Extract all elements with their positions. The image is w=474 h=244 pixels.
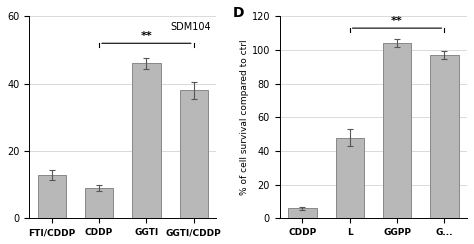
Bar: [430, 55, 458, 218]
Bar: [132, 63, 161, 218]
Text: **: **: [391, 16, 403, 26]
Y-axis label: % of cell survival compared to ctrl: % of cell survival compared to ctrl: [240, 40, 249, 195]
Bar: [383, 43, 411, 218]
Bar: [37, 174, 66, 218]
Bar: [288, 208, 317, 218]
Bar: [336, 138, 364, 218]
Text: SDM104: SDM104: [170, 22, 211, 32]
Text: **: **: [140, 31, 152, 41]
Bar: [180, 91, 208, 218]
Bar: [85, 188, 113, 218]
Text: D: D: [233, 6, 244, 20]
